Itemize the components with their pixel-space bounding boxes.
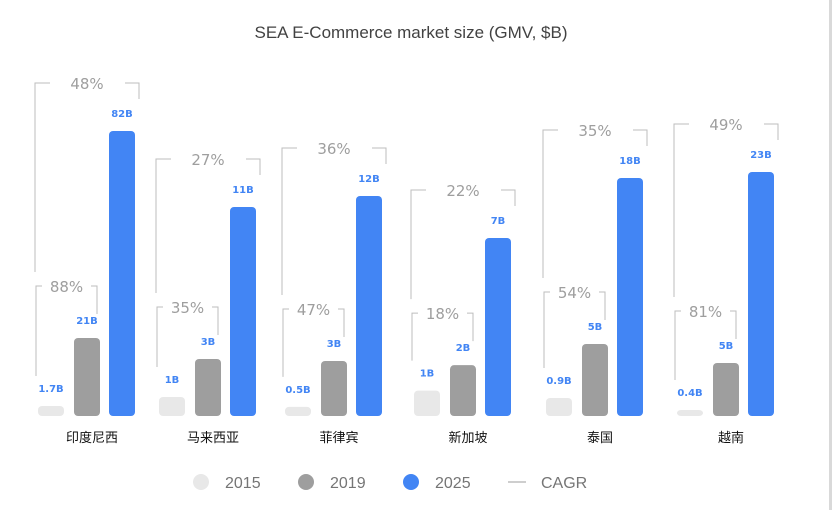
value-label-2015-2: 0.5B xyxy=(285,385,310,396)
cagr-bracket-right-2019-4 xyxy=(599,291,606,320)
bar-2015-5 xyxy=(677,410,703,416)
bar-2015-4 xyxy=(546,398,572,416)
frame-edge xyxy=(829,0,832,510)
bar-2019-3 xyxy=(450,365,476,416)
cagr-bracket-left-2019-3 xyxy=(411,312,418,361)
legend-label-2019: 2019 xyxy=(330,475,366,492)
value-label-2025-1: 11B xyxy=(232,185,254,196)
bar-2019-0 xyxy=(74,338,100,416)
cagr-2019-label-5: 81% xyxy=(689,303,722,321)
category-label-1: 马来西亚 xyxy=(187,431,239,446)
cagr-bracket-right-2019-5 xyxy=(730,310,737,339)
bar-2025-2 xyxy=(356,196,382,416)
value-label-2025-4: 18B xyxy=(619,156,641,167)
cagr-bracket-left-2019-5 xyxy=(674,310,681,380)
legend-label-cagr: CAGR xyxy=(541,475,587,492)
bar-2025-3 xyxy=(485,238,511,416)
cagr-2025-label-4: 35% xyxy=(578,122,611,140)
bar-2015-3 xyxy=(414,390,440,416)
chart-title: SEA E-Commerce market size (GMV, $B) xyxy=(254,23,567,42)
cagr-bracket-left-2019-0 xyxy=(35,285,42,376)
bar-2019-4 xyxy=(582,344,608,416)
cagr-2019-label-0: 88% xyxy=(50,278,83,296)
cagr-2025-label-3: 22% xyxy=(446,182,479,200)
cagr-bracket-left-2019-4 xyxy=(543,291,550,368)
value-label-2015-5: 0.4B xyxy=(677,388,702,399)
cagr-2025-label-1: 27% xyxy=(191,151,224,169)
cagr-bracket-left-2025-4 xyxy=(542,129,558,278)
bar-2025-1 xyxy=(230,207,256,416)
bar-2025-0 xyxy=(109,131,135,416)
cagr-bracket-right-2025-4 xyxy=(633,129,648,146)
category-label-0: 印度尼西 xyxy=(66,430,118,446)
cagr-2019-label-4: 54% xyxy=(558,284,591,302)
cagr-bracket-right-2025-0 xyxy=(125,82,140,99)
legend-label-2015: 2015 xyxy=(225,475,261,492)
cagr-bracket-left-2019-1 xyxy=(156,306,163,367)
value-label-2015-4: 0.9B xyxy=(546,376,571,387)
value-label-2015-0: 1.7B xyxy=(38,384,63,395)
cagr-2025-label-2: 36% xyxy=(317,140,350,158)
cagr-2019-label-1: 35% xyxy=(171,299,204,317)
bar-2015-0 xyxy=(38,406,64,416)
bar-2025-5 xyxy=(748,172,774,416)
cagr-bracket-right-2025-2 xyxy=(372,147,387,164)
cagr-2025-label-5: 49% xyxy=(709,116,742,134)
cagr-bracket-left-2019-2 xyxy=(282,308,289,377)
value-label-2019-4: 5B xyxy=(588,322,603,333)
cagr-bracket-right-2025-1 xyxy=(246,158,261,175)
bar-2015-2 xyxy=(285,406,311,416)
value-label-2019-2: 3B xyxy=(327,339,342,350)
bar-2015-1 xyxy=(159,397,185,416)
category-label-2: 菲律宾 xyxy=(319,430,358,446)
cagr-bracket-left-2025-5 xyxy=(673,123,689,297)
value-label-2019-1: 3B xyxy=(201,337,216,348)
cagr-bracket-left-2025-0 xyxy=(34,82,50,272)
category-label-4: 泰国 xyxy=(587,431,613,446)
cagr-bracket-right-2025-3 xyxy=(501,189,516,206)
cagr-bracket-right-2019-0 xyxy=(91,285,98,314)
legend-swatch-2019 xyxy=(298,474,314,490)
value-label-2019-3: 2B xyxy=(456,343,471,354)
cagr-bracket-right-2019-2 xyxy=(338,308,345,337)
cagr-bracket-right-2019-1 xyxy=(212,306,219,335)
bar-2019-2 xyxy=(321,361,347,416)
value-label-2015-3: 1B xyxy=(420,369,435,380)
cagr-bracket-left-2025-3 xyxy=(410,189,426,300)
bar-2025-4 xyxy=(617,178,643,416)
cagr-bracket-right-2025-5 xyxy=(764,123,779,140)
legend-swatch-2025 xyxy=(403,474,419,490)
value-label-2025-3: 7B xyxy=(491,216,506,227)
legend-swatch-2015 xyxy=(193,474,209,490)
bar-2019-1 xyxy=(195,359,221,416)
value-label-2019-0: 21B xyxy=(76,316,98,327)
cagr-2019-label-2: 47% xyxy=(297,301,330,319)
value-label-2025-5: 23B xyxy=(750,150,772,161)
cagr-bracket-left-2025-1 xyxy=(155,158,171,293)
bar-2019-5 xyxy=(713,362,739,416)
category-label-5: 越南 xyxy=(718,430,744,446)
value-label-2019-5: 5B xyxy=(719,341,734,352)
cagr-bracket-left-2025-2 xyxy=(281,147,297,295)
cagr-2025-label-0: 48% xyxy=(70,75,103,93)
value-label-2015-1: 1B xyxy=(165,375,180,386)
category-label-3: 新加坡 xyxy=(448,430,487,446)
value-label-2025-0: 82B xyxy=(111,109,133,120)
cagr-2019-label-3: 18% xyxy=(426,305,459,323)
legend-label-2025: 2025 xyxy=(435,475,471,492)
cagr-bracket-right-2019-3 xyxy=(467,312,474,342)
value-label-2025-2: 12B xyxy=(358,174,380,185)
